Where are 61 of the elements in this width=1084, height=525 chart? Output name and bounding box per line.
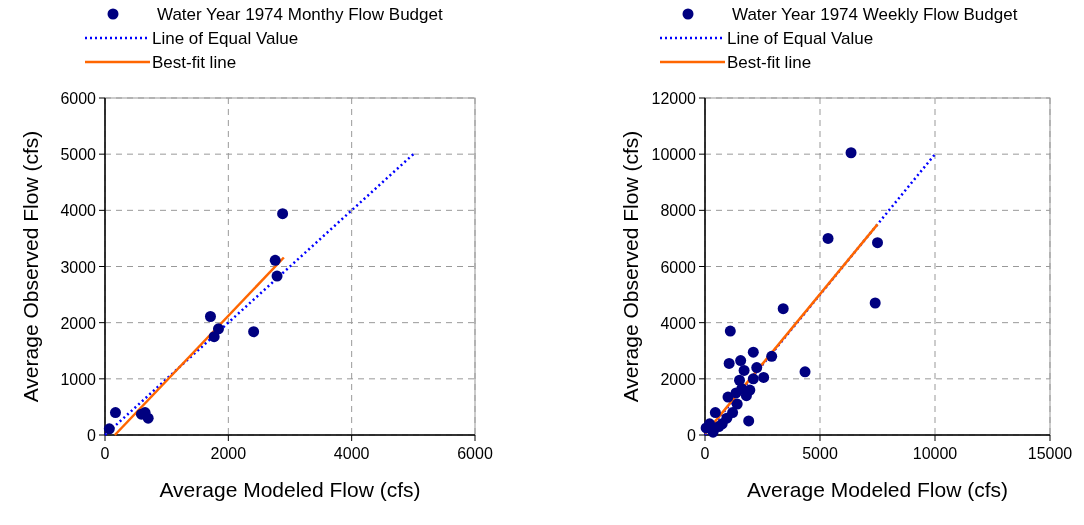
y-tick-label: 2000 (660, 370, 697, 388)
y-tick-label: 6000 (660, 258, 697, 276)
y-axis-title: Average Observed Flow (cfs) (19, 130, 42, 403)
point (799, 366, 811, 378)
point (277, 208, 289, 220)
y-tick-label: 10000 (651, 146, 697, 164)
point (872, 237, 883, 249)
point (269, 254, 281, 266)
x-axis-title: Average Modeled Flow (cfs) (746, 478, 1009, 501)
point (723, 357, 735, 369)
point (743, 415, 755, 427)
point (724, 325, 736, 337)
y-tick-label: 5000 (60, 146, 97, 164)
point (747, 346, 759, 358)
point (766, 350, 778, 362)
point (758, 371, 770, 383)
legend-label: Line of Equal Value (152, 29, 299, 48)
y-tick-label: 0 (87, 427, 97, 444)
point (707, 426, 719, 438)
legend-label: Best-fit line (727, 53, 812, 72)
point (212, 323, 224, 335)
y-tick-label: 8000 (660, 202, 697, 220)
y-tick-label: 12000 (651, 90, 697, 107)
point (822, 232, 834, 244)
y-tick-label: 6000 (60, 90, 97, 107)
legend-label: Line of Equal Value (727, 29, 874, 48)
x-tick-label: 5000 (802, 445, 838, 462)
y-axis-title: Average Observed Flow (cfs) (619, 130, 642, 403)
point (103, 423, 115, 435)
x-tick-label: 6000 (457, 445, 493, 462)
x-tick-label: 2000 (210, 445, 247, 462)
y-tick-label: 2000 (60, 314, 97, 332)
x-tick-label: 0 (100, 445, 110, 462)
y-tick-label: 4000 (660, 314, 697, 332)
point (731, 398, 743, 410)
point (751, 362, 763, 374)
x-tick-label: 4000 (333, 445, 370, 462)
legend-label: Best-fit line (152, 53, 237, 72)
point (845, 147, 857, 159)
point (738, 364, 750, 376)
point (109, 407, 121, 419)
point (204, 310, 216, 322)
y-tick-label: 3000 (60, 258, 97, 276)
x-axis-title: Average Modeled Flow (cfs) (159, 478, 421, 501)
y-tick-label: 4000 (60, 202, 97, 220)
point (736, 383, 748, 395)
point (735, 355, 747, 367)
point (747, 373, 759, 385)
x-tick-label: 10000 (912, 445, 958, 462)
point (869, 297, 881, 309)
point (777, 303, 789, 315)
x-tick-label: 0 (700, 445, 710, 462)
point (248, 326, 260, 338)
legend-label: Water Year 1974 Monthy Flow Budget (157, 5, 443, 24)
point (271, 270, 283, 282)
x-tick-label: 15000 (1027, 445, 1073, 462)
point (142, 412, 154, 424)
point (709, 407, 721, 419)
y-tick-label: 1000 (60, 370, 97, 388)
y-tick-label: 0 (687, 427, 697, 444)
legend-label: Water Year 1974 Weekly Flow Budget (732, 5, 1018, 24)
